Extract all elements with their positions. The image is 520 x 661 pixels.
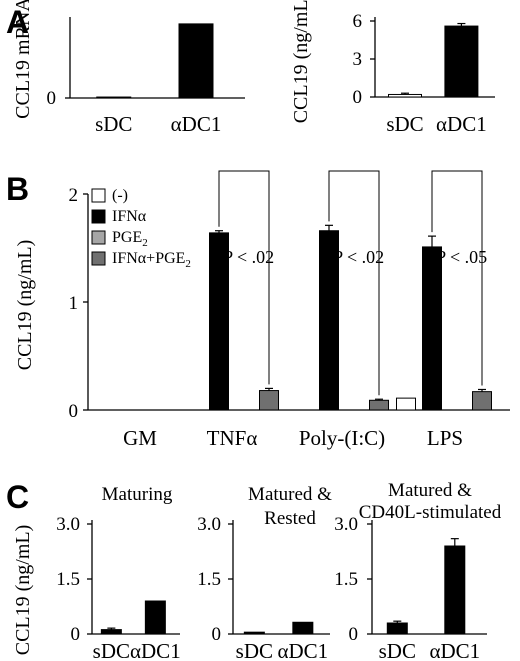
p-value-label: P < .02 (221, 247, 274, 267)
significance-bracket (328, 170, 380, 396)
y-tick-label: 0 (349, 624, 359, 645)
bar-a2-adc1 (444, 25, 479, 98)
bar-a2-sdc (388, 93, 422, 98)
category-label: LPS (427, 426, 463, 450)
bar-lps-s0 (396, 397, 416, 411)
category-label: sDC (236, 639, 273, 661)
y-tick-label: 2 (69, 185, 79, 206)
category-label: αDC1 (130, 639, 181, 661)
y-tick-label: 3 (353, 49, 363, 70)
y-axis-label: CCL19 mRNA (12, 0, 34, 119)
y-tick-label: 1.5 (56, 569, 80, 590)
y-axis-label: CCL19 (ng/mL) (290, 0, 312, 123)
bar-a1-adc1 (178, 23, 214, 99)
legend-entry: IFNα+PGE2 (112, 250, 191, 270)
bar-c3-sdc (386, 622, 408, 635)
bar-lps-s3 (472, 391, 492, 411)
category-label: sDC (386, 112, 423, 136)
panel-title-line1: Matured & (248, 484, 332, 505)
panel-title-line1: Matured & (388, 480, 472, 501)
significance-bracket (218, 170, 270, 385)
y-tick-label: 0 (212, 624, 222, 645)
category-label: αDC1 (436, 112, 487, 136)
y-tick-label: 3.0 (56, 514, 80, 535)
y-tick-label: 0 (353, 87, 363, 108)
y-tick-label: 0 (47, 88, 57, 109)
y-axis-label: CCL19 (ng/mL) (14, 240, 36, 371)
panel-letter-c: C (6, 479, 29, 515)
bar-a1-sdc (96, 96, 132, 99)
category-label: sDC (93, 639, 130, 661)
bar-c1-sdc (100, 629, 122, 635)
bar-c2-adc1 (292, 621, 314, 635)
category-label: αDC1 (429, 639, 480, 661)
y-tick-label: 1 (69, 293, 79, 314)
y-tick-label: 0 (69, 401, 79, 422)
y-tick-label: 1.5 (197, 569, 221, 590)
legend-swatch (91, 188, 106, 203)
y-tick-label: 0 (71, 624, 81, 645)
category-label: GM (123, 426, 157, 450)
category-label: TNFα (207, 426, 258, 450)
y-tick-label: 6 (353, 11, 363, 32)
p-value-label: P < .05 (434, 247, 487, 267)
significance-bracket (431, 170, 483, 386)
category-label: αDC1 (277, 639, 328, 661)
bar-tnf-s3 (259, 390, 279, 411)
panel-title: Maturing (102, 484, 173, 505)
legend-swatch (91, 230, 106, 245)
category-label: αDC1 (171, 112, 222, 136)
bar-polyic-s3 (369, 399, 389, 411)
bar-c2-sdc (243, 631, 265, 635)
legend-entry: (-) (112, 187, 128, 204)
panel-letter-a: A (6, 4, 29, 40)
p-value-label: P < .02 (331, 247, 384, 267)
legend-entry: PGE2 (112, 229, 148, 249)
bar-c1-adc1 (144, 600, 166, 635)
legend-entry: IFNα (112, 208, 147, 225)
legend-swatch (91, 209, 106, 224)
y-tick-label: 3.0 (197, 514, 221, 535)
category-label: Poly-(I:C) (299, 426, 385, 450)
y-axis-label: CCL19 (ng/mL) (12, 525, 34, 656)
legend-swatch (91, 251, 106, 266)
panel-letter-b: B (6, 171, 29, 207)
category-label: sDC (95, 112, 132, 136)
panel-title-line2: CD40L-stimulated (359, 502, 502, 523)
bar-lps-s1 (422, 246, 442, 411)
y-tick-label: 1.5 (334, 569, 358, 590)
bar-c3-adc1 (444, 545, 466, 635)
panel-title-line2: Rested (264, 508, 316, 529)
y-tick-label: 3.0 (334, 514, 358, 535)
category-label: sDC (379, 639, 416, 661)
